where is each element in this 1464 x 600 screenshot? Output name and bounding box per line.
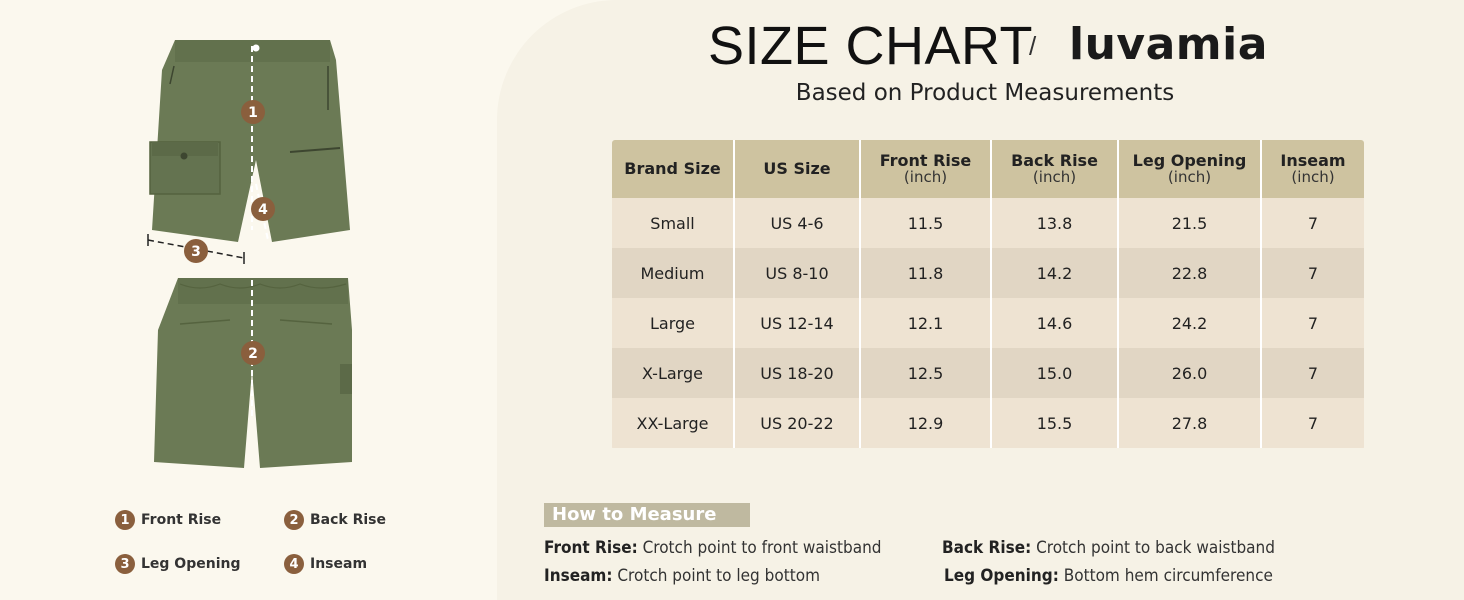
column-header-us-size: US Size: [734, 140, 861, 198]
legend-badge: 3: [115, 554, 135, 574]
table-row: Small US 4-6 11.5 13.8 21.5 7: [612, 198, 1364, 248]
marker-text: 4: [258, 202, 268, 218]
marker-text: 2: [248, 346, 258, 362]
how-item-front-rise: Front Rise: Crotch point to front waistb…: [544, 538, 882, 558]
title-separator: /: [1029, 31, 1037, 61]
table-cell: 7: [1261, 398, 1364, 448]
table-cell: 7: [1261, 198, 1364, 248]
shorts-diagram: 1 4 3 2: [147, 40, 352, 468]
table-cell: 15.5: [991, 398, 1119, 448]
column-header-inseam: Inseam (inch): [1261, 140, 1364, 198]
table-cell: 12.1: [860, 298, 992, 348]
table-cell: 24.2: [1118, 298, 1262, 348]
table-row: X-Large US 18-20 12.5 15.0 26.0 7: [612, 348, 1364, 398]
table-cell: 21.5: [1118, 198, 1262, 248]
how-desc: Crotch point to leg bottom: [617, 566, 820, 586]
unit-label: (inch): [903, 168, 948, 186]
table-row: Medium US 8-10 11.8 14.2 22.8 7: [612, 248, 1364, 298]
how-term: Back Rise:: [942, 538, 1032, 558]
legend-label: Inseam: [310, 556, 368, 572]
table-cell: 14.6: [991, 298, 1119, 348]
brand-logo: luvamia: [1069, 19, 1268, 70]
how-item-leg-opening: Leg Opening: Bottom hem circumference: [944, 566, 1273, 586]
subtitle: Based on Product Measurements: [795, 80, 1175, 106]
table-cell: 7: [1261, 298, 1364, 348]
table-cell: 7: [1261, 348, 1364, 398]
legend-inseam: 4 Inseam: [284, 554, 367, 574]
legend-front-rise: 1 Front Rise: [115, 510, 221, 530]
table-cell: XX-Large: [612, 398, 735, 448]
how-term: Inseam:: [544, 566, 613, 586]
table-cell: US 18-20: [734, 348, 861, 398]
how-term: Front Rise:: [544, 538, 638, 558]
marker-text: 3: [191, 244, 201, 260]
legend-label: Leg Opening: [141, 556, 241, 572]
how-desc: Crotch point to front waistband: [642, 538, 882, 558]
table-cell: 15.0: [991, 348, 1119, 398]
table-cell: US 20-22: [734, 398, 861, 448]
unit-label: (inch): [1291, 168, 1335, 186]
unit-label: (inch): [1167, 168, 1212, 186]
size-chart-table: Brand Size US Size Front Rise (inch) Back…: [612, 140, 1364, 450]
legend-label: Front Rise: [141, 512, 222, 528]
table-cell: US 4-6: [734, 198, 861, 248]
table-cell: 12.5: [860, 348, 992, 398]
marker-inseam: 4: [251, 197, 275, 221]
unit-label: (inch): [1032, 168, 1077, 186]
column-header-front-rise: Front Rise (inch): [860, 140, 992, 198]
legend-badge: 2: [284, 510, 304, 530]
table-cell: 26.0: [1118, 348, 1262, 398]
header: SIZE CHART / luvamia: [0, 14, 1464, 78]
column-header-leg-opening: Leg Opening (inch): [1118, 140, 1262, 198]
legend-label: Back Rise: [310, 512, 387, 528]
how-desc: Bottom hem circumference: [1063, 566, 1273, 586]
table-cell: 27.8: [1118, 398, 1262, 448]
table-row: XX-Large US 20-22 12.9 15.5 27.8 7: [612, 398, 1364, 448]
marker-back-rise: 2: [241, 341, 265, 365]
table-cell: Medium: [612, 248, 735, 298]
marker-leg-opening: 3: [184, 239, 208, 263]
how-desc: Crotch point to back waistband: [1036, 538, 1275, 558]
column-header-back-rise: Back Rise (inch): [991, 140, 1119, 198]
table-cell: 14.2: [991, 248, 1119, 298]
table-cell: 7: [1261, 248, 1364, 298]
table-header-row: Brand Size US Size Front Rise (inch) Back…: [612, 140, 1364, 198]
how-item-inseam: Inseam: Crotch point to leg bottom: [544, 566, 820, 586]
how-to-measure-label: How to Measure: [544, 503, 750, 527]
table-cell: 22.8: [1118, 248, 1262, 298]
column-header-brand-size: Brand Size: [612, 140, 735, 198]
table-cell: Large: [612, 298, 735, 348]
legend-leg-opening: 3 Leg Opening: [115, 554, 240, 574]
table-cell: 12.9: [860, 398, 992, 448]
table-cell: US 8-10: [734, 248, 861, 298]
legend-badge: 4: [284, 554, 304, 574]
how-term: Leg Opening:: [944, 566, 1059, 586]
table-cell: 11.5: [860, 198, 992, 248]
marker-front-rise: 1: [241, 100, 265, 124]
legend-badge: 1: [115, 510, 135, 530]
table-cell: US 12-14: [734, 298, 861, 348]
marker-text: 1: [248, 105, 258, 121]
how-item-back-rise: Back Rise: Crotch point to back waistban…: [942, 538, 1275, 558]
table-row: Large US 12-14 12.1 14.6 24.2 7: [612, 298, 1364, 348]
table-cell: 11.8: [860, 248, 992, 298]
legend-back-rise: 2 Back Rise: [284, 510, 386, 530]
table-cell: 13.8: [991, 198, 1119, 248]
table-cell: Small: [612, 198, 735, 248]
table-cell: X-Large: [612, 348, 735, 398]
page-title: SIZE CHART: [708, 16, 1034, 76]
